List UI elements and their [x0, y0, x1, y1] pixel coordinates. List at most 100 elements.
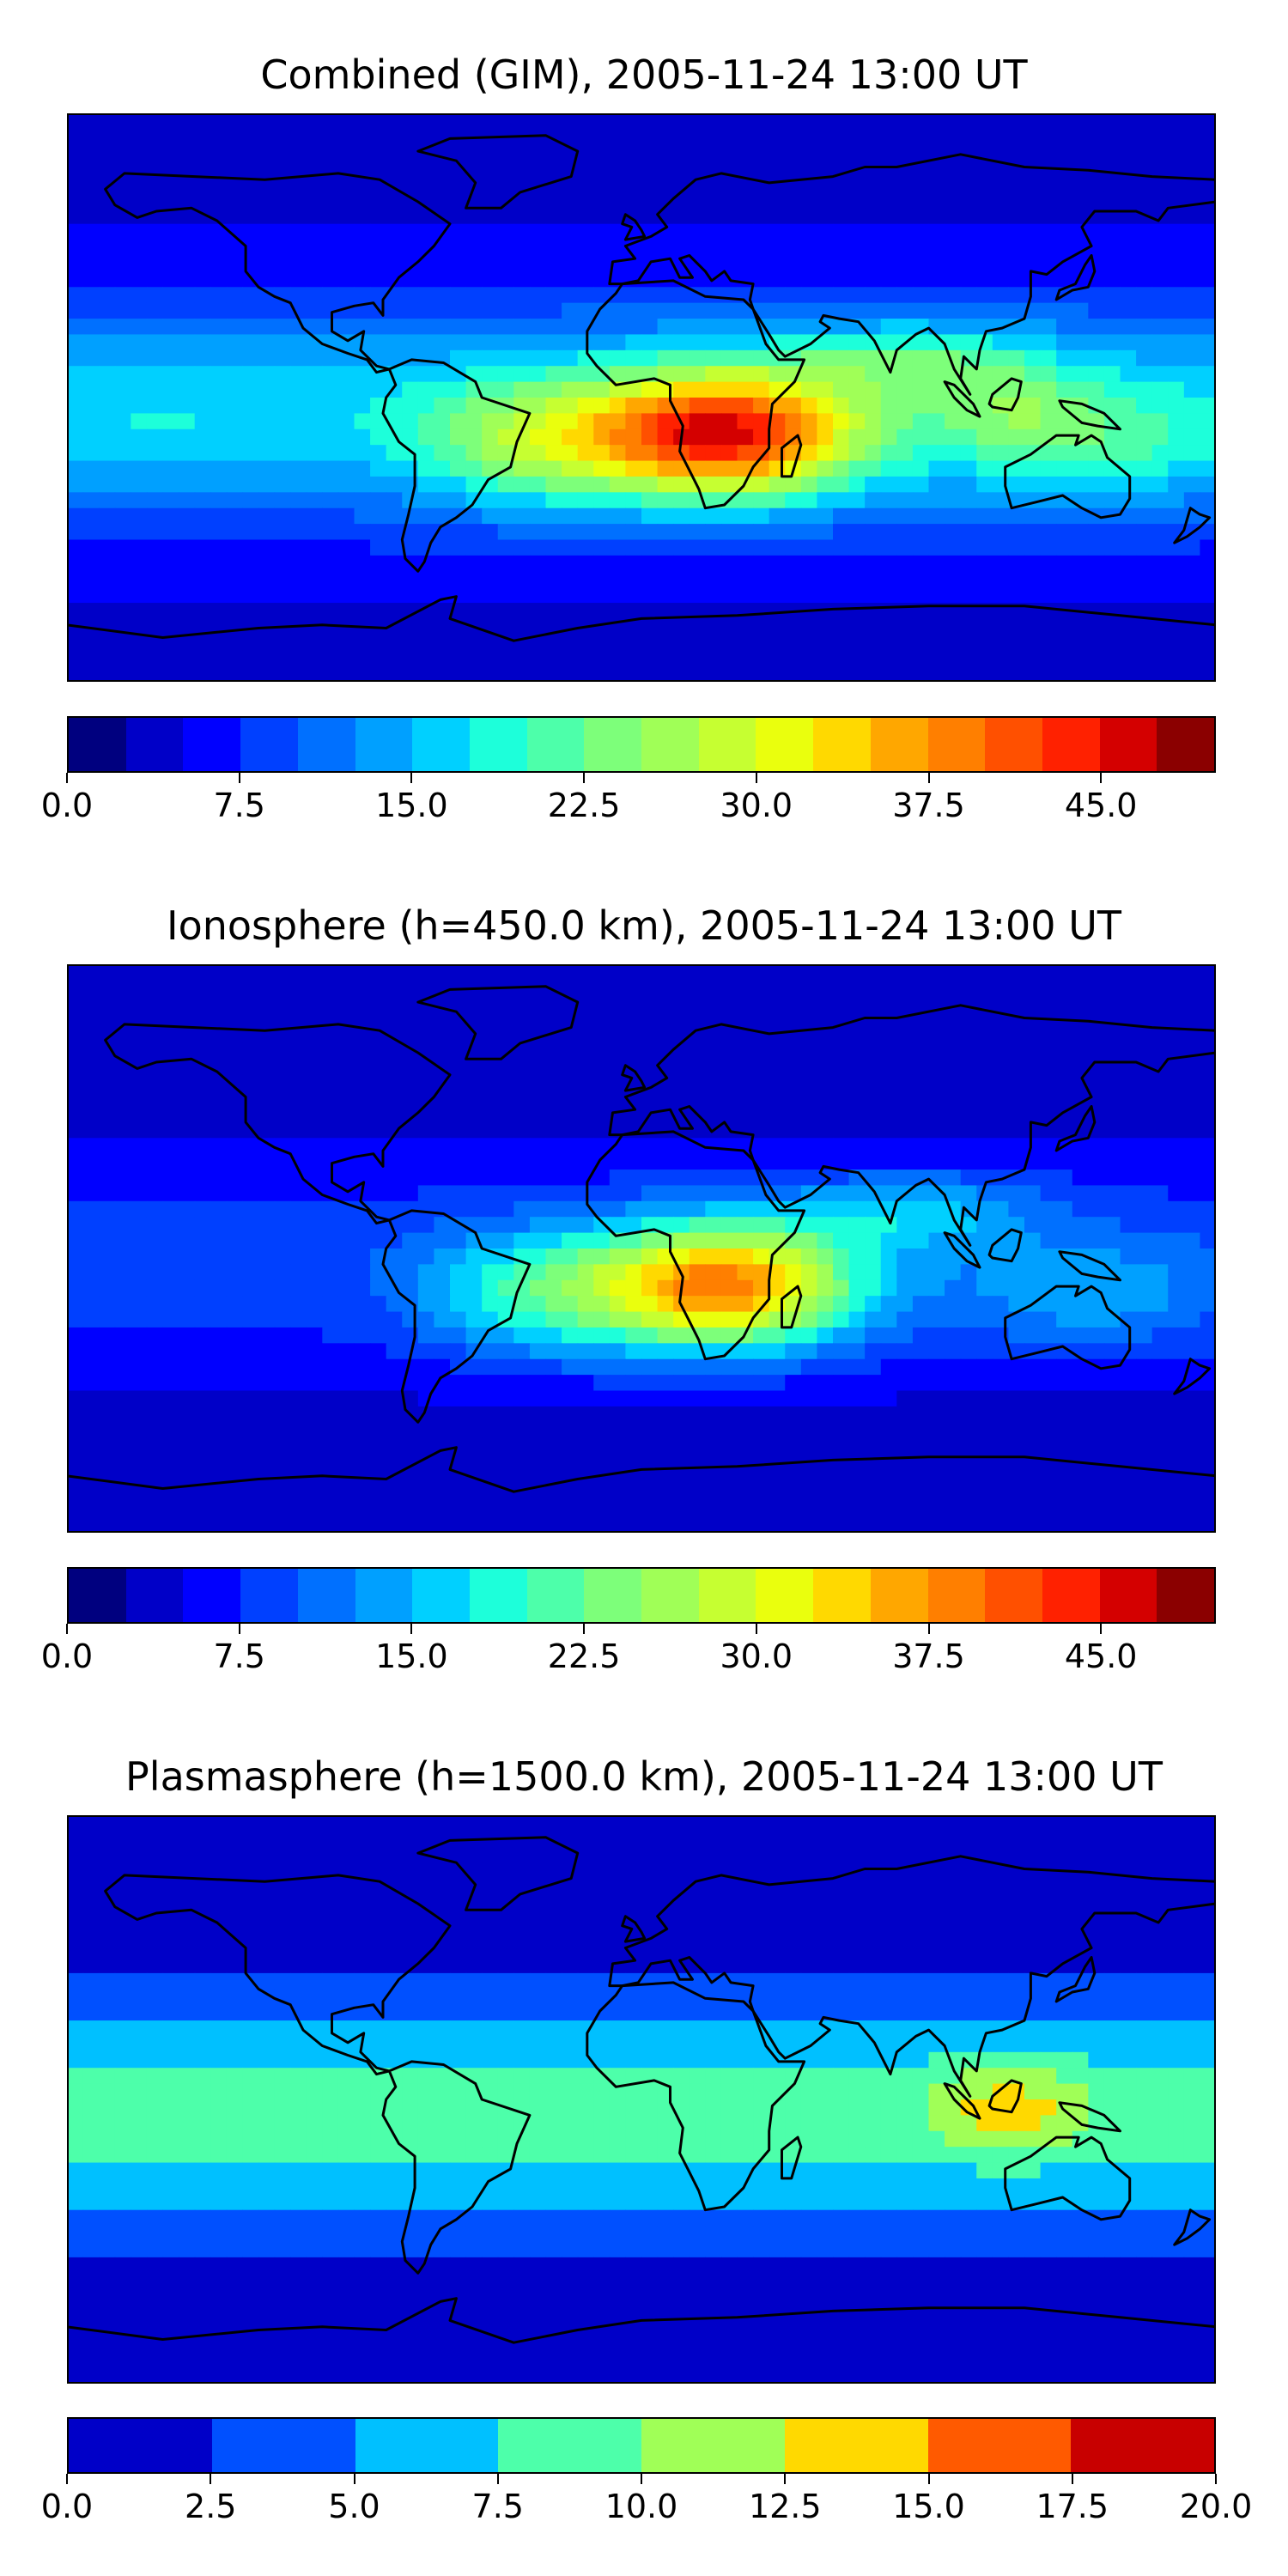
colorbar-level-0: [69, 2419, 212, 2472]
coastline-south-america: [381, 1209, 532, 1424]
colorbar-tick-label: 7.5: [213, 787, 265, 824]
colorbar-tick-label: 30.0: [720, 1637, 793, 1675]
colorbar-level-12: [756, 1569, 814, 1622]
colorbar-level-18: [1099, 1569, 1157, 1622]
colorbar-level-0: [69, 1569, 126, 1622]
coastline-uk: [621, 213, 647, 241]
colorbar-level-17: [1042, 718, 1100, 771]
colorbar-level-7: [1071, 2419, 1214, 2472]
colorbar-tick: [66, 773, 68, 783]
coastline-north-america: [104, 172, 452, 374]
colorbar-tick: [210, 2474, 212, 2484]
colorbar-tick-label: 22.5: [547, 1637, 621, 1675]
colorbar-level-3: [240, 1569, 298, 1622]
coastline-africa: [586, 1130, 806, 1361]
colorbar-level-8: [526, 1569, 585, 1622]
tec-field: [67, 964, 1216, 1533]
colorbar-level-9: [584, 718, 642, 771]
colorbar-level-18: [1099, 718, 1157, 771]
coastline-eurasia: [608, 1004, 1216, 1247]
colorbar-level-8: [526, 718, 585, 771]
colorbar-tick: [66, 2474, 68, 2484]
colorbar-tick: [1100, 1624, 1103, 1634]
colorbar-tick-label: 15.0: [892, 2488, 965, 2525]
colorbar-tick-label: 2.5: [185, 2488, 237, 2525]
colorbar-tick: [66, 1624, 68, 1634]
map-frame: [67, 113, 1216, 682]
colorbar-plasmasphere: [67, 2417, 1216, 2474]
colorbar-tick-label: 22.5: [547, 787, 621, 824]
colorbar-tick-label: 12.5: [748, 2488, 822, 2525]
colorbar-tick: [583, 1624, 586, 1634]
colorbar-level-6: [412, 718, 470, 771]
colorbar-level-3: [240, 718, 298, 771]
colorbar-combined: [67, 716, 1216, 773]
coastline-new-guinea: [1058, 1250, 1121, 1282]
colorbar-tick-label: 7.5: [471, 2488, 524, 2525]
colorbar-ionosphere: [67, 1567, 1216, 1624]
colorbar-tick-label: 45.0: [1064, 787, 1138, 824]
coastlines: [67, 1836, 1216, 2384]
coastline-antarctica: [67, 2297, 1216, 2384]
coastline-uk: [621, 1064, 647, 1092]
coastline-north-america: [104, 1023, 452, 1225]
colorbar-level-10: [641, 1569, 699, 1622]
colorbar-level-15: [927, 1569, 986, 1622]
colorbar-level-15: [927, 718, 986, 771]
coastline-new-guinea: [1058, 2101, 1121, 2133]
colorbar-tick: [641, 2474, 642, 2484]
coastline-borneo: [987, 2079, 1023, 2114]
colorbar-level-1: [211, 2419, 355, 2472]
colorbar-tick: [927, 1624, 930, 1634]
colorbar-level-2: [183, 718, 241, 771]
colorbar-level-5: [784, 2419, 928, 2472]
coastline-north-america: [104, 1874, 452, 2076]
map-frame: [67, 964, 1216, 1533]
colorbar-tick: [755, 1624, 757, 1634]
colorbar-tick-label: 0.0: [40, 2488, 94, 2525]
coastline-greenland: [416, 1836, 580, 1911]
colorbar-tick-label: 7.5: [213, 1637, 265, 1675]
coastline-madagascar: [781, 1285, 803, 1329]
colorbar-tick-label: 17.5: [1036, 2488, 1109, 2525]
map-frame: [67, 1815, 1216, 2384]
colorbar-tick: [496, 2474, 499, 2484]
colorbar-level-10: [641, 718, 699, 771]
colorbar-tick-label: 45.0: [1064, 1637, 1138, 1675]
coastline-japan: [1054, 1956, 1097, 2003]
colorbar-tick: [784, 2474, 787, 2484]
colorbar-tick-label: 15.0: [375, 787, 448, 824]
coastline-antarctica: [67, 1446, 1216, 1533]
coastline-sumatra: [943, 1231, 981, 1269]
colorbar-level-17: [1042, 1569, 1100, 1622]
colorbar-level-16: [985, 1569, 1042, 1622]
colorbar-level-7: [469, 1569, 527, 1622]
colorbar-tick: [927, 773, 930, 783]
colorbar-tick: [927, 2474, 930, 2484]
coastline-australia: [1004, 1285, 1132, 1370]
coastline-new-zealand: [1173, 1358, 1212, 1395]
coastline-borneo: [987, 1228, 1023, 1263]
coastline-sumatra: [943, 380, 981, 418]
coastline-south-america: [381, 2060, 532, 2275]
colorbar-level-7: [469, 718, 527, 771]
coastline-eurasia: [608, 153, 1216, 396]
colorbar-level-11: [698, 1569, 756, 1622]
colorbar-level-6: [927, 2419, 1072, 2472]
coastline-new-zealand: [1173, 2208, 1212, 2246]
panel-title-ionosphere: Ionosphere (h=450.0 km), 2005-11-24 13:0…: [167, 902, 1121, 949]
tec-field: [67, 1815, 1216, 2384]
panel-title-combined: Combined (GIM), 2005-11-24 13:00 UT: [260, 52, 1028, 98]
coastline-uk: [621, 1915, 647, 1943]
coastline-australia: [1004, 2136, 1132, 2221]
colorbar-level-16: [985, 718, 1042, 771]
map-combined-tec: [67, 113, 1216, 682]
colorbar-tick-label: 20.0: [1179, 2488, 1253, 2525]
map-plasmasphere-tec: [67, 1815, 1216, 2384]
colorbar-level-12: [756, 718, 814, 771]
colorbar-level-0: [69, 718, 126, 771]
colorbar-level-4: [297, 1569, 355, 1622]
colorbar-level-6: [412, 1569, 470, 1622]
coastline-japan: [1054, 254, 1097, 301]
colorbar-level-2: [355, 2419, 499, 2472]
